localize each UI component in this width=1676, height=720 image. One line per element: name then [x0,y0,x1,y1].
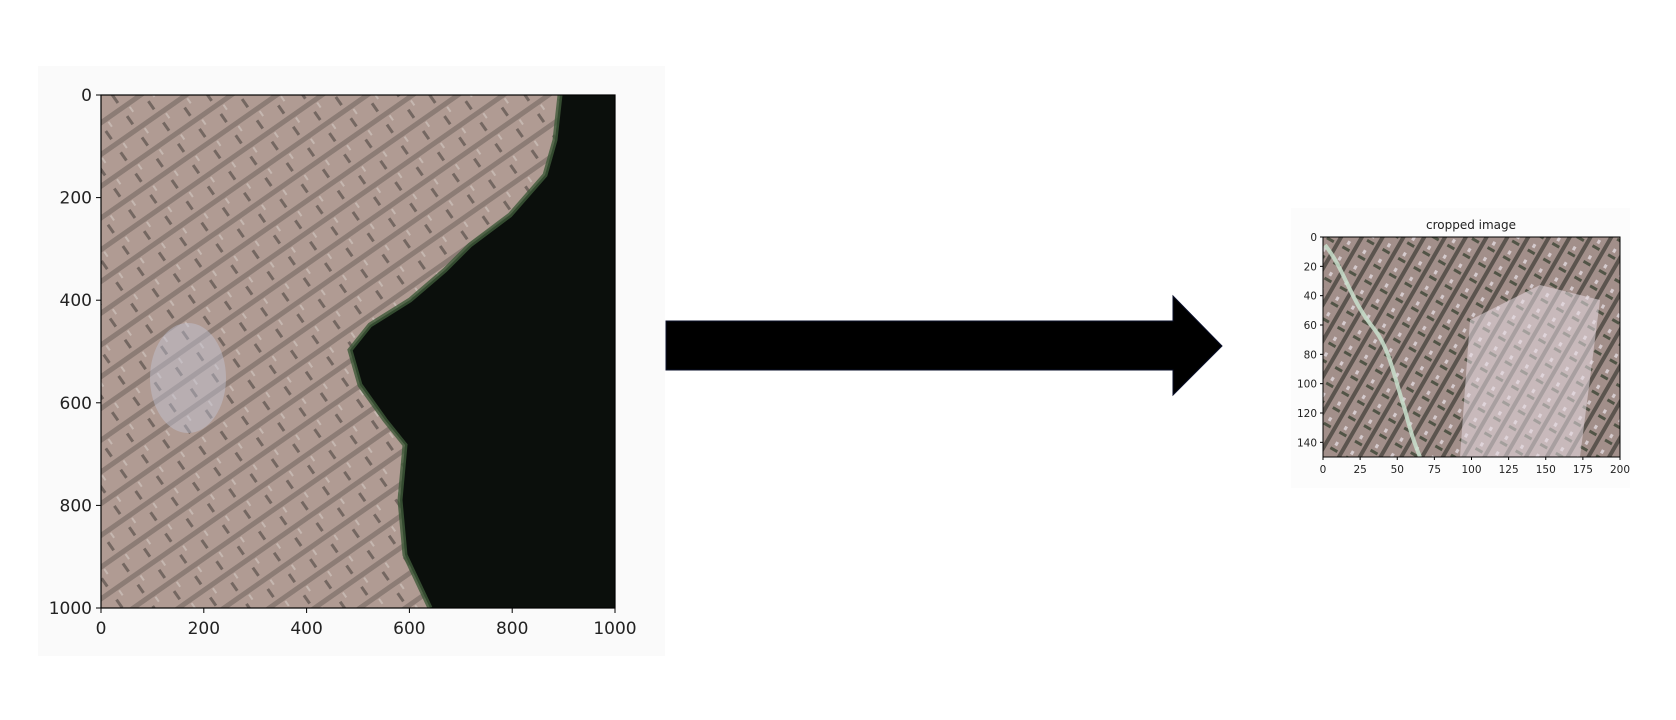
y-tick-label: 400 [60,291,92,311]
y-tick-label: 200 [60,189,92,209]
y-tick-label: 60 [1304,320,1317,332]
x-tick-label: 75 [1428,464,1441,476]
x-tick-label: 200 [188,619,220,639]
y-tick-label: 40 [1304,291,1317,303]
x-tick-label: 175 [1573,464,1593,476]
x-tick-label: 800 [496,619,528,639]
y-tick-label: 1000 [49,599,92,619]
cropped-satellite-image [1323,237,1620,457]
cropped-stream [1323,243,1422,457]
x-tick-label: 125 [1499,464,1519,476]
x-tick-label: 50 [1391,464,1404,476]
cropped-light-field [1460,285,1600,457]
x-tick-label: 0 [96,619,107,639]
original-satellite-image [101,95,615,608]
right-arrow [665,294,1223,397]
x-tick-label: 0 [1320,464,1327,476]
y-tick-label: 600 [60,394,92,414]
x-tick-label: 600 [393,619,425,639]
water-body [350,95,615,608]
y-tick-label: 20 [1304,261,1317,273]
x-tick-label: 200 [1610,464,1630,476]
y-tick-label: 800 [60,496,92,516]
x-tick-label: 400 [290,619,322,639]
y-tick-label: 120 [1297,408,1317,420]
y-tick-label: 0 [81,86,92,106]
y-tick-label: 140 [1297,437,1317,449]
x-tick-label: 25 [1353,464,1366,476]
original-image-frame [100,94,616,609]
x-tick-label: 150 [1536,464,1556,476]
y-tick-label: 0 [1310,232,1317,244]
shoreline-vegetation [347,95,563,608]
settlement-area [150,323,226,433]
y-tick-label: 80 [1304,349,1317,361]
y-tick-label: 100 [1297,379,1317,391]
cropped-image-title: cropped image [1426,218,1516,232]
x-tick-label: 1000 [593,619,636,639]
x-tick-label: 100 [1461,464,1481,476]
cropped-image-axes: 0 25 50 75 100 125 150 175 200 0 20 40 60 80 100 120 140 [1297,232,1630,476]
